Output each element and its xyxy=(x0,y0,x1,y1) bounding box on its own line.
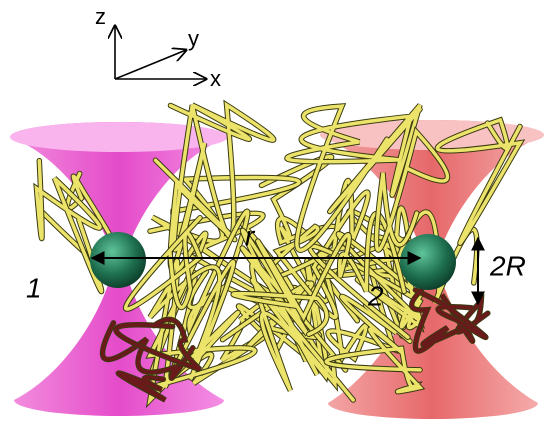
strand xyxy=(114,317,202,372)
diameter-label: 2R xyxy=(489,250,526,281)
strand xyxy=(116,371,167,402)
axes xyxy=(115,26,206,79)
bead xyxy=(400,234,456,290)
z-label: z xyxy=(95,4,106,29)
strand xyxy=(324,294,424,394)
cone-top xyxy=(10,122,228,152)
strand xyxy=(413,288,488,340)
y-label: y xyxy=(188,26,199,51)
strand xyxy=(153,101,276,271)
strand xyxy=(374,128,450,252)
x-label: x xyxy=(210,66,221,91)
y-axis xyxy=(114,50,186,80)
strand xyxy=(34,158,104,294)
bead xyxy=(90,232,146,288)
strand xyxy=(231,212,406,337)
bead-label: 1 xyxy=(26,272,42,303)
strand xyxy=(285,103,422,252)
strand xyxy=(435,117,524,245)
bead-label: 2 xyxy=(367,280,384,311)
strand xyxy=(410,288,458,353)
strand xyxy=(124,215,203,311)
distance-label: r xyxy=(245,220,256,251)
strand xyxy=(100,321,195,380)
